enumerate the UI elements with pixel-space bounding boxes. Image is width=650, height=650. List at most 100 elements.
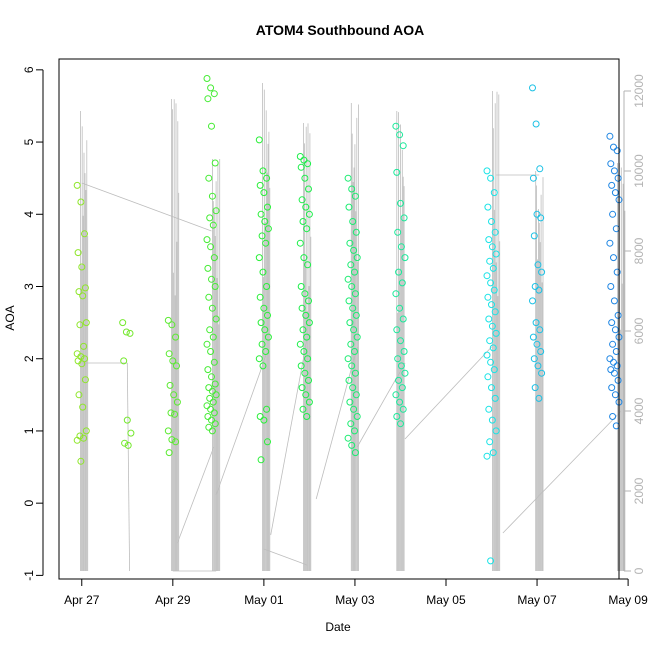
y2-tick-label: 10000: [632, 154, 646, 188]
data-point: [489, 449, 497, 457]
data-point: [346, 239, 354, 247]
data-point: [260, 416, 268, 424]
data-point: [304, 355, 312, 363]
data-point: [353, 333, 361, 341]
secondary-line-connector-2: [126, 362, 130, 572]
data-point: [208, 192, 216, 200]
data-point: [207, 405, 215, 413]
data-point: [393, 413, 401, 420]
data-point: [210, 409, 218, 417]
data-point: [397, 199, 404, 207]
data-point: [208, 275, 215, 283]
data-point: [487, 279, 495, 287]
data-point: [205, 174, 213, 182]
data-point: [170, 391, 178, 399]
secondary-line-connector-8: [315, 346, 358, 500]
data-point: [491, 308, 499, 316]
plot-frame: [58, 58, 620, 580]
data-point: [305, 398, 313, 406]
data-point: [392, 290, 400, 298]
data-point: [607, 160, 615, 168]
data-point: [259, 268, 267, 276]
data-point: [529, 297, 536, 305]
data-point: [120, 357, 128, 365]
data-point: [531, 384, 539, 392]
data-point: [303, 413, 311, 420]
data-point: [303, 225, 311, 233]
data-point: [75, 391, 83, 399]
data-point: [212, 315, 220, 323]
secondary-line-connector-6: [263, 548, 308, 566]
data-point: [261, 218, 269, 225]
data-point: [296, 153, 304, 160]
data-point: [264, 203, 271, 211]
data-point: [608, 319, 616, 327]
data-point: [351, 427, 358, 435]
data-point: [260, 304, 268, 312]
data-point: [489, 344, 497, 352]
data-point: [302, 311, 310, 319]
y2-tick-label: 8000: [632, 237, 646, 264]
data-point: [207, 84, 215, 92]
data-point: [346, 319, 354, 327]
data-point: [606, 132, 614, 140]
data-point: [613, 362, 621, 370]
data-point: [344, 434, 352, 442]
data-point: [259, 362, 267, 370]
data-point: [484, 293, 492, 301]
data-point: [392, 391, 400, 399]
data-point: [208, 304, 216, 312]
data-point: [78, 263, 86, 271]
x-tick-label: May 01: [244, 593, 284, 607]
data-point: [204, 366, 212, 374]
data-point: [345, 297, 353, 305]
data-point: [532, 120, 540, 128]
data-point: [299, 326, 307, 334]
data-point: [203, 402, 211, 410]
data-point: [538, 369, 546, 377]
data-point: [397, 337, 404, 345]
data-point: [486, 337, 494, 345]
data-point: [613, 268, 621, 276]
data-point: [297, 163, 305, 171]
data-point: [164, 316, 172, 324]
data-point: [394, 355, 402, 363]
data-point: [487, 174, 495, 182]
data-point: [344, 355, 352, 363]
data-point: [529, 84, 536, 92]
data-point: [491, 228, 499, 236]
data-point: [534, 261, 542, 269]
data-point: [166, 381, 174, 389]
data-point: [350, 326, 358, 334]
data-point: [535, 394, 543, 402]
data-point: [127, 429, 135, 437]
secondary-line-connector-5: [215, 354, 267, 496]
data-point: [210, 358, 218, 366]
data-point: [211, 420, 219, 428]
data-point: [349, 218, 357, 225]
data-point: [208, 387, 216, 395]
x-tick-label: May 05: [426, 593, 466, 607]
data-point: [483, 452, 491, 460]
data-point: [300, 156, 308, 164]
data-point: [349, 304, 357, 312]
data-point: [204, 264, 212, 272]
data-point: [351, 268, 358, 276]
data-point: [81, 284, 89, 292]
data-point: [492, 427, 500, 435]
data-point: [123, 416, 131, 424]
data-point: [82, 319, 90, 327]
data-point: [489, 264, 497, 272]
data-point: [207, 348, 215, 355]
data-point: [536, 165, 544, 173]
data-point: [490, 189, 498, 197]
data-point: [609, 413, 617, 420]
data-point: [610, 167, 618, 175]
data-point: [349, 384, 357, 392]
data-point: [607, 366, 615, 374]
data-point: [298, 304, 306, 312]
data-point: [173, 362, 180, 370]
data-point: [211, 380, 219, 388]
data-point: [490, 286, 498, 294]
